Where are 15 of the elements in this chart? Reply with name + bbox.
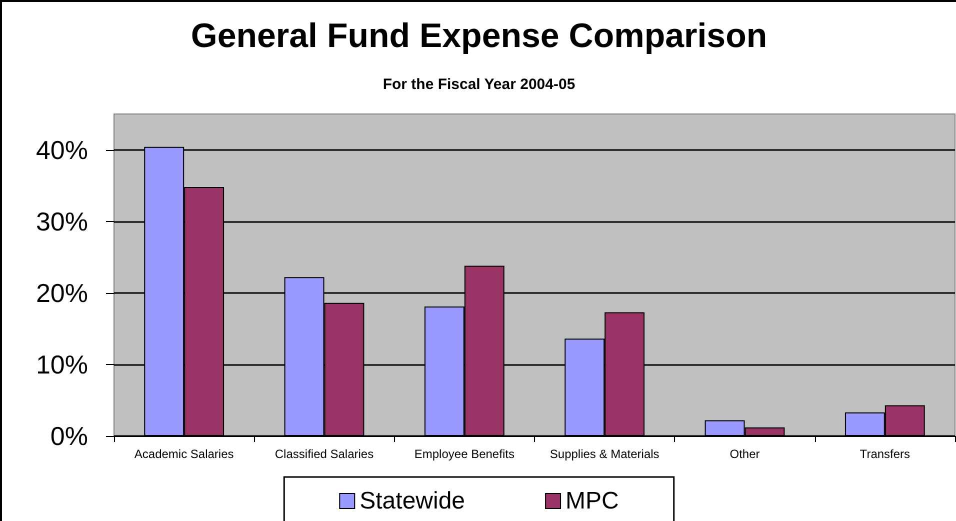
x-tick-label: Other <box>730 447 760 461</box>
y-tick-label: 20% <box>36 278 88 308</box>
x-tick-label: Supplies & Materials <box>550 447 660 461</box>
x-tick-label: Classified Salaries <box>274 447 374 461</box>
x-tick-label: Transfers <box>860 447 910 461</box>
y-tick-label: 0% <box>50 421 88 451</box>
chart-subtitle: For the Fiscal Year 2004-05 <box>382 76 576 93</box>
y-tick-label: 30% <box>36 206 88 236</box>
chart-title: General Fund Expense Comparison <box>190 17 768 55</box>
x-tick-label: Academic Salaries <box>134 447 234 461</box>
legend-label: Statewide <box>360 488 466 514</box>
y-tick-label: 10% <box>36 349 88 380</box>
y-tick-label: 40% <box>36 134 88 165</box>
x-tick-label: Employee Benefits <box>414 447 514 461</box>
legend-label: MPC <box>566 488 619 514</box>
